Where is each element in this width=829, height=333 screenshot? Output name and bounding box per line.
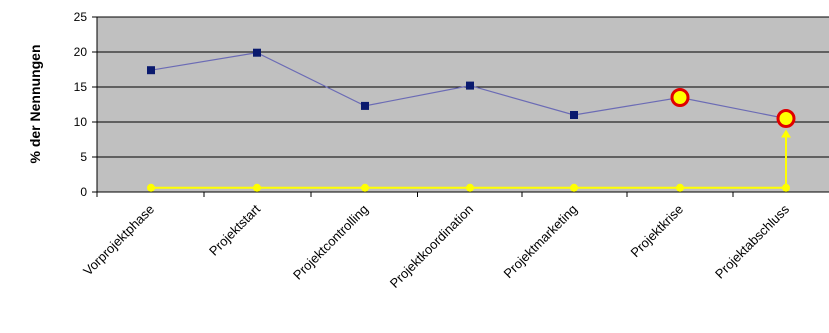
y-tick-label: 20 [74, 45, 88, 59]
y-tick-label: 0 [80, 185, 87, 199]
plot-background [97, 17, 829, 192]
x-category-label: Vorprojektphase [80, 202, 157, 279]
x-category-label: Projektstart [206, 201, 263, 258]
highlighted-point [672, 90, 688, 106]
baseline-dot [147, 184, 155, 192]
y-tick-label: 25 [74, 10, 88, 24]
x-category-label: Projektkrise [627, 202, 686, 261]
y-axis-label: % der Nennungen [27, 44, 43, 163]
plot-area [97, 17, 829, 192]
x-category-label: Projektmarketing [501, 202, 581, 282]
y-tick-labels: 0 5 10 15 20 25 [74, 10, 88, 199]
baseline-dot [361, 184, 369, 192]
x-category-label: Projektcontrolling [290, 202, 371, 283]
baseline-dot [570, 184, 578, 192]
x-category-labels: Vorprojektphase Projektstart Projektcontro… [80, 201, 792, 291]
y-tick-label: 10 [74, 115, 88, 129]
y-tick-label: 15 [74, 80, 88, 94]
data-point [570, 111, 578, 119]
x-category-label: Projektabschluss [712, 201, 792, 281]
data-point [253, 49, 261, 57]
baseline-dot [676, 184, 684, 192]
x-category-label: Projektkoordination [387, 202, 476, 291]
data-point [361, 102, 369, 110]
highlighted-point [778, 111, 794, 127]
data-point [466, 82, 474, 90]
baseline-dot [253, 184, 261, 192]
y-tick-label: 5 [80, 150, 87, 164]
baseline-dot [466, 184, 474, 192]
data-point [147, 66, 155, 74]
